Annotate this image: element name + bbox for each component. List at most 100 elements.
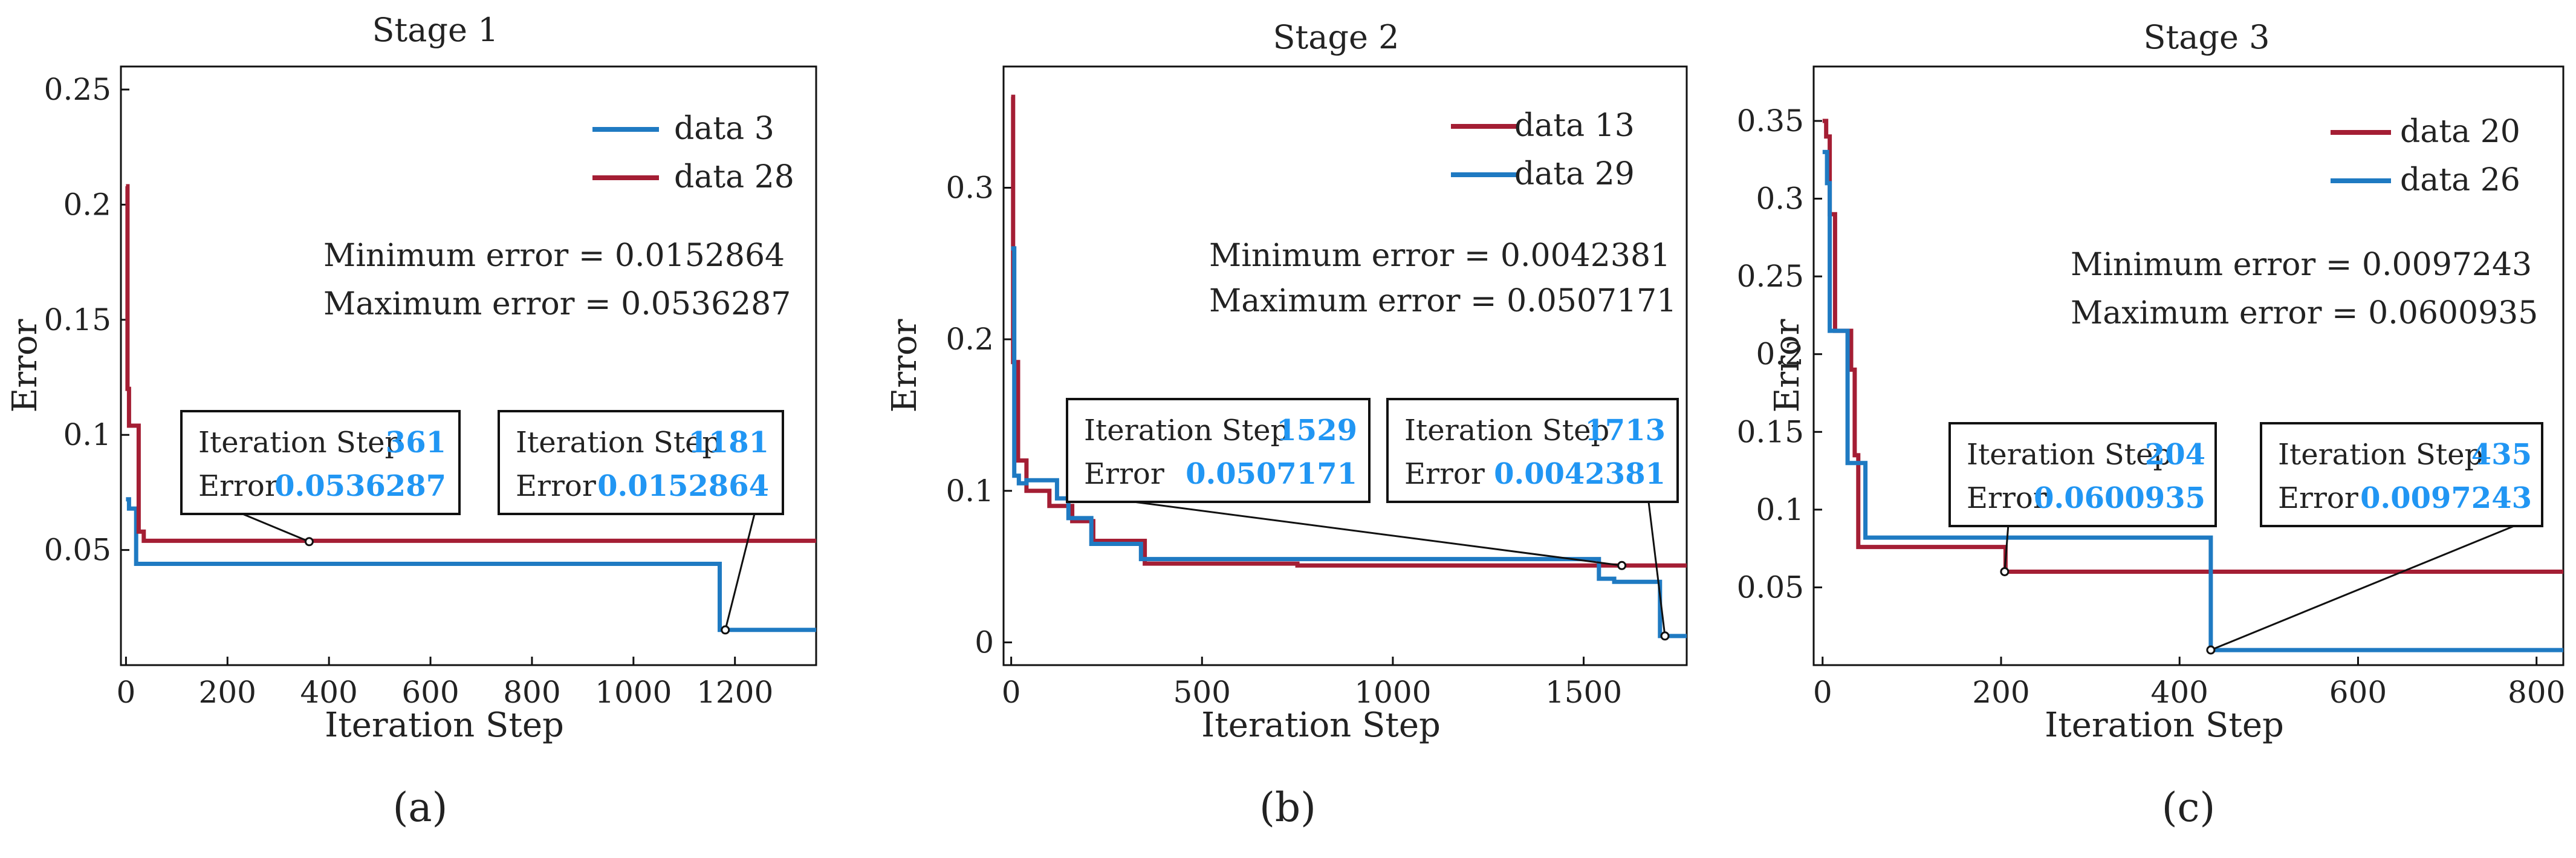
annotation-leader (1647, 501, 1666, 636)
x-tick-label: 0 (116, 675, 135, 710)
y-tick-label: 0.3 (1756, 181, 1804, 216)
y-tick-label: 0.05 (44, 533, 111, 568)
plot-frame (1002, 65, 1688, 666)
x-tick-label: 0 (1002, 675, 1021, 710)
x-tick-label: 1000 (595, 675, 672, 710)
stat-minimum-error: Minimum error = 0.0042381 (1209, 238, 1670, 274)
legend-entry: data 26 (2400, 162, 2520, 198)
y-tick-label: 0.05 (1737, 570, 1804, 605)
x-tick-label: 600 (401, 675, 459, 710)
annotation-error-value: 0.0097243 (2360, 481, 2532, 515)
x-axis-label: Iteration Step (2045, 706, 2284, 745)
x-tick-label: 1500 (1545, 675, 1622, 710)
annotation-error-value: 0.0536287 (274, 469, 446, 503)
stat-maximum-error: Maximum error = 0.0536287 (323, 286, 791, 322)
annotation-step-value: 1181 (688, 426, 769, 460)
x-tick-label: 400 (300, 675, 357, 710)
x-axis-label: Iteration Step (1201, 706, 1441, 745)
y-tick-label: 0.15 (1737, 414, 1804, 449)
annotation-error-value: 0.0600935 (2034, 481, 2205, 515)
annotation-error-label: Error (2278, 481, 2358, 515)
x-axis-label: Iteration Step (325, 706, 564, 745)
annotation-error-value: 0.0507171 (1186, 457, 1357, 491)
x-tick-label: 1000 (1354, 675, 1431, 710)
legend-entry: data 20 (2400, 114, 2520, 150)
panel-label: (b) (1259, 784, 1316, 831)
y-tick-label: 0.35 (1737, 103, 1804, 138)
x-tick-label: 800 (2508, 675, 2565, 710)
annotation-marker (2206, 645, 2216, 655)
y-tick-label: 0 (975, 625, 994, 660)
y-axis-label: Error (1768, 319, 1807, 412)
annotation-box (2260, 422, 2543, 527)
annotation-marker (1617, 561, 1627, 570)
x-tick-label: 600 (2329, 675, 2387, 710)
annotation-box (1066, 398, 1371, 503)
y-tick-label: 0.25 (44, 72, 111, 107)
chart-panel-3: 0 200 400 600 800 0.05 0.1 0.15 0.2 0.25 0.3 0.35 St… (1737, 18, 2566, 831)
annotation-error-label: Error (516, 469, 596, 503)
chart-panel-2: 0 500 1000 1500 0 0.1 0.2 0.3 Stage 2 Iteration S… (885, 18, 1688, 831)
legend-entry: data 3 (674, 111, 774, 147)
annotation-box (1386, 398, 1679, 503)
y-tick-label: 0.15 (44, 302, 111, 337)
x-tick-label: 400 (2151, 675, 2208, 710)
y-tick-label: 0.25 (1737, 259, 1804, 294)
annotation-leader (2210, 525, 2515, 651)
x-tick-label: 0 (1813, 675, 1832, 710)
annotation-box (180, 410, 461, 515)
annotation-step-label: Iteration Step (1084, 414, 1289, 447)
legend-entry: data 28 (674, 159, 794, 195)
plot-frame (1812, 65, 2565, 666)
annotation-error-value: 0.0042381 (1494, 457, 1666, 491)
annotation-step-value: 1713 (1585, 414, 1666, 447)
annotation-marker (304, 537, 314, 547)
stat-maximum-error: Maximum error = 0.0507171 (1209, 283, 1676, 319)
legend-entry: data 13 (1514, 108, 1635, 144)
series-line-data-3 (126, 497, 816, 632)
series-line-data-13 (1011, 94, 1687, 568)
series-line-data-26 (1822, 149, 2563, 652)
y-tick-label: 0.3 (946, 171, 994, 206)
panel-label: (c) (2162, 784, 2215, 831)
chart-title: Stage 3 (2144, 18, 2270, 56)
chart-panel-1: 0 200 400 600 800 1000 1200 0.05 0.1 0.15 0.2 0.25 S… (5, 11, 817, 831)
annotation-error-label: Error (1404, 457, 1485, 491)
annotation-leader (724, 513, 756, 631)
y-tick-label: 0.1 (946, 473, 994, 509)
annotation-leader (242, 513, 310, 543)
annotation-error-value: 0.0152864 (597, 469, 769, 503)
annotation-leader (1133, 501, 1622, 567)
stat-minimum-error: Minimum error = 0.0152864 (323, 238, 785, 274)
legend-entry: data 29 (1514, 156, 1635, 192)
annotation-step-label: Iteration Step (2278, 438, 2483, 472)
y-tick-label: 0.2 (946, 322, 994, 357)
annotation-step-label: Iteration Step (1967, 438, 2172, 472)
x-tick-label: 1200 (696, 675, 773, 710)
stat-maximum-error: Maximum error = 0.0600935 (2071, 295, 2538, 331)
annotation-marker (1660, 631, 1670, 641)
chart-title: Stage 1 (372, 11, 499, 49)
y-axis-label: Error (5, 319, 45, 412)
annotation-step-label: Iteration Step (1404, 414, 1609, 447)
annotation-step-label: Iteration Step (198, 426, 403, 460)
x-tick-label: 200 (1972, 675, 2029, 710)
x-tick-label: 200 (199, 675, 256, 710)
series-line-data-20 (1822, 119, 2563, 574)
plot-frame (120, 65, 817, 666)
annotation-leader (2003, 525, 2010, 572)
x-tick-label: 500 (1173, 675, 1231, 710)
annotation-error-label: Error (198, 469, 279, 503)
series-line-data-29 (1011, 246, 1687, 639)
annotation-marker (721, 625, 730, 635)
annotation-error-label: Error (1967, 481, 2047, 515)
annotation-marker (2000, 567, 2010, 576)
y-tick-label: 0.1 (63, 417, 111, 452)
annotation-box (1948, 422, 2217, 527)
y-tick-label: 0.2 (63, 187, 111, 222)
annotation-error-label: Error (1084, 457, 1164, 491)
y-tick-label: 0.2 (1756, 337, 1804, 372)
annotation-step-value: 1529 (1276, 414, 1357, 447)
series-line-data-28 (125, 184, 816, 543)
